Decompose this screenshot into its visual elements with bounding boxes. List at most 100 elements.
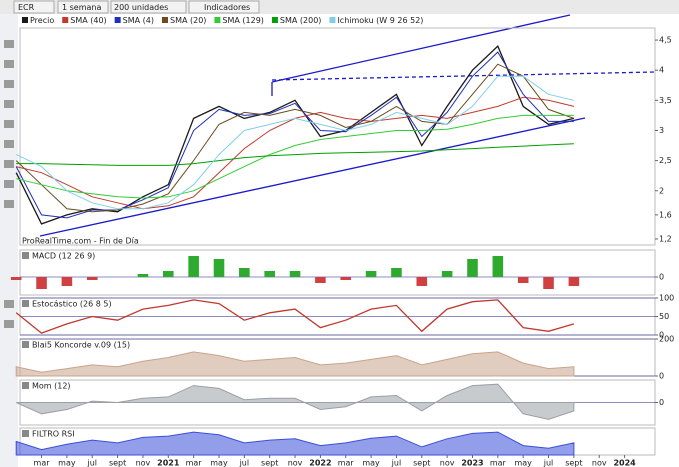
series-line [16, 114, 574, 199]
x-tick-label: jul [86, 459, 97, 467]
panel-title: Blai5 Koncorde v.09 (15) [32, 341, 130, 350]
legend-label: SMA (4) [123, 16, 154, 25]
bar [543, 277, 554, 289]
y-tick-label: 200 [659, 335, 674, 344]
x-tick-label: jul [391, 459, 402, 467]
area [15, 383, 575, 420]
y-tick-label: 0 [659, 398, 664, 407]
legend-label: Precio [30, 16, 54, 25]
bar [467, 259, 478, 277]
channel-upper [271, 14, 571, 83]
legend-swatch [114, 17, 121, 23]
legend-label: SMA (129) [222, 16, 264, 25]
tool[interactable] [4, 60, 14, 68]
series-line [15, 63, 575, 213]
bar [568, 277, 580, 286]
bar [391, 268, 402, 277]
symbol[interactable]: ECR [18, 3, 35, 12]
y-tick-label: 2 [659, 186, 664, 195]
x-tick-label: 2023 [461, 459, 483, 467]
panel-icon [22, 300, 29, 307]
x-tick-label: 2021 [157, 459, 180, 467]
panel-title: Mom (12) [32, 382, 71, 391]
y-tick-label: 50 [659, 312, 669, 321]
units-box[interactable] [110, 0, 187, 14]
legend-swatch [161, 17, 168, 23]
x-tick-label: mar [186, 459, 203, 467]
x-tick-label: 2024 [613, 459, 636, 467]
bar [61, 277, 73, 286]
period[interactable]: 1 semana [62, 3, 101, 12]
indicators[interactable]: Indicadores [204, 3, 250, 12]
series-line [15, 299, 575, 334]
legend-swatch [22, 17, 28, 23]
y-tick-label: 0 [659, 273, 664, 282]
panel-title: MACD (12 26 9) [32, 252, 95, 261]
panel-frame [19, 27, 656, 246]
legend-label: Ichimoku (W 9 26 52) [337, 16, 423, 25]
bar [239, 268, 250, 277]
panel-icon [22, 430, 29, 437]
tool[interactable] [4, 320, 14, 328]
tool[interactable] [4, 100, 14, 108]
x-tick-label: mar [338, 459, 355, 467]
y-tick-label: 2,5 [659, 156, 672, 165]
symbol-box[interactable] [13, 0, 55, 14]
area [15, 351, 575, 377]
bar [86, 277, 98, 280]
y-tick-label: 0 [659, 331, 664, 340]
bar [36, 277, 47, 289]
bar [188, 256, 199, 277]
tool-icons [4, 40, 14, 328]
x-tick-label: may [58, 459, 76, 467]
tool[interactable] [4, 140, 14, 148]
legend-swatch [271, 17, 278, 23]
bar [492, 256, 504, 277]
y-tick-label: 100 [659, 294, 674, 303]
tool[interactable] [4, 120, 14, 128]
legend-label: SMA (40) [70, 16, 106, 25]
x-tick-label: mar [34, 459, 51, 467]
x-tick-label: may [362, 459, 380, 467]
legend-label: SMA (20) [170, 16, 206, 25]
area [15, 431, 575, 456]
channel-mid [271, 71, 656, 81]
tool[interactable] [4, 40, 14, 48]
bar [213, 259, 225, 277]
bar [340, 277, 352, 280]
panel-title: Estocástico (26 8 5) [32, 300, 112, 309]
bar [365, 271, 377, 277]
y-tick-label: 4,5 [659, 36, 672, 45]
tool[interactable] [4, 200, 14, 208]
tool[interactable] [4, 180, 14, 188]
panel-icon [22, 252, 29, 259]
bar [137, 274, 149, 277]
x-tick-label: 2022 [309, 459, 331, 467]
bar [289, 271, 301, 277]
period-box[interactable] [57, 0, 109, 14]
y-tick-label: 3,5 [659, 96, 672, 105]
tool[interactable] [4, 300, 14, 308]
series-line [15, 75, 575, 210]
x-tick-label: nov [136, 459, 151, 467]
tool[interactable] [4, 160, 14, 168]
annotation: ProRealTime.com - Fin de Día [22, 237, 139, 246]
legend-swatch [62, 17, 69, 23]
x-tick-label: sept [109, 459, 126, 467]
y-tick-label: 1,2 [659, 234, 672, 243]
channel-lower [39, 117, 586, 237]
bar [517, 277, 529, 283]
x-tick-label: mar [490, 459, 507, 467]
x-tick-label: jul [239, 459, 250, 467]
tool[interactable] [4, 80, 14, 88]
units[interactable]: 200 unidades [114, 3, 168, 12]
bar [163, 271, 174, 277]
y-tick-label: 1,6 [659, 210, 672, 219]
x-tick-label: sept [413, 459, 430, 467]
indicators-box[interactable] [188, 0, 260, 14]
x-tick-label: nov [440, 459, 455, 467]
series-line [15, 51, 574, 219]
legend-swatch [329, 17, 336, 23]
bar [441, 271, 453, 277]
